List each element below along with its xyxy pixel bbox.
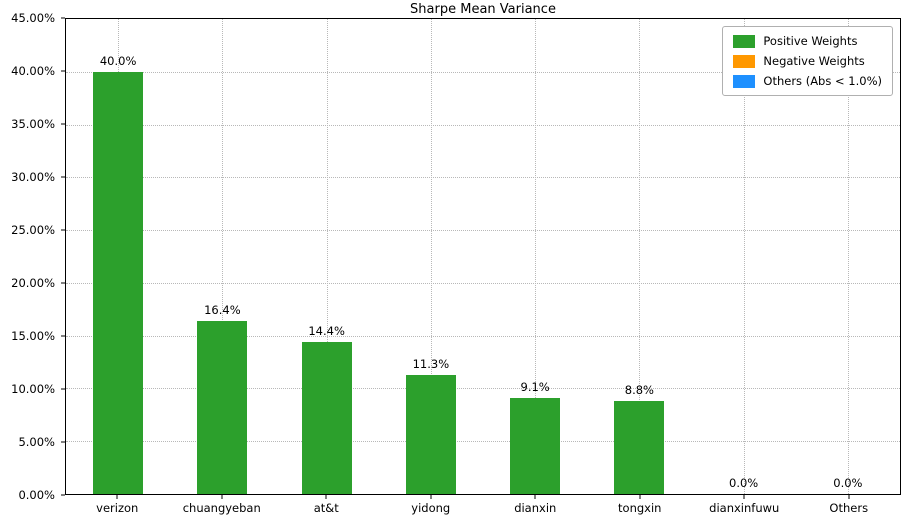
x-gridline <box>326 19 328 494</box>
y-gridline <box>66 282 900 284</box>
legend-item-positive-weights: Positive Weights <box>733 34 882 48</box>
legend-label: Others (Abs < 1.0%) <box>763 74 882 88</box>
bar-value-label: 11.3% <box>412 356 450 371</box>
y-axis-tick-label: 20.00% <box>11 276 55 290</box>
y-axis-tick-label: 15.00% <box>11 328 55 343</box>
x-gridline <box>535 19 537 494</box>
y-tick-mark <box>61 335 65 337</box>
bar-value-label: 0.0% <box>729 476 759 490</box>
y-tick-mark <box>61 176 65 178</box>
y-gridline <box>66 71 900 73</box>
bar <box>510 397 561 494</box>
y-axis-tick-label: 0.00% <box>18 488 55 502</box>
y-axis-tick-label: 30.00% <box>11 169 55 184</box>
x-axis-tick-label: at&t <box>313 501 339 515</box>
y-tick-mark <box>61 441 65 443</box>
bar <box>197 320 248 494</box>
y-tick-mark <box>61 70 65 72</box>
x-axis-tick-label: verizon <box>96 501 139 515</box>
legend-label: Negative Weights <box>763 54 865 68</box>
x-gridline <box>743 19 745 494</box>
plot-area: Positive Weights Negative Weights Others… <box>65 18 901 495</box>
x-axis-tick-label: dianxin <box>514 501 557 515</box>
bar <box>614 401 665 494</box>
y-axis-tick-label: 35.00% <box>11 117 55 131</box>
x-axis-tick-label: chuangyeban <box>182 501 261 515</box>
y-gridline <box>66 124 900 126</box>
bar-value-label: 40.0% <box>99 53 137 68</box>
y-gridline <box>66 441 900 443</box>
bar-value-label: 8.8% <box>624 383 654 398</box>
bar <box>405 374 456 494</box>
x-gridline <box>639 19 641 494</box>
x-tick-mark <box>848 495 850 499</box>
x-axis-tick-label: yidong <box>411 501 451 515</box>
x-gridline <box>222 19 224 494</box>
legend-label: Positive Weights <box>763 34 858 48</box>
bar <box>93 71 144 494</box>
legend-item-negative-weights: Negative Weights <box>733 54 882 68</box>
positive-weights-swatch-icon <box>733 34 756 48</box>
bar-value-label: 16.4% <box>204 302 241 317</box>
x-tick-mark <box>534 495 536 499</box>
x-tick-mark <box>430 495 432 499</box>
y-tick-mark <box>61 17 65 19</box>
y-tick-mark <box>61 282 65 284</box>
bar <box>301 342 352 494</box>
y-tick-mark <box>61 229 65 231</box>
x-gridline <box>847 19 849 494</box>
chart-title: Sharpe Mean Variance <box>410 2 556 17</box>
x-tick-mark <box>221 495 223 499</box>
others-swatch-icon <box>733 74 756 88</box>
y-axis-tick-label: 5.00% <box>18 435 55 449</box>
y-gridline <box>66 230 900 232</box>
x-axis-tick-label: Others <box>829 501 869 515</box>
legend: Positive Weights Negative Weights Others… <box>722 26 893 96</box>
y-gridline <box>66 388 900 390</box>
y-gridline <box>66 335 900 337</box>
x-tick-mark <box>639 495 641 499</box>
y-axis-tick-label: 25.00% <box>11 223 55 237</box>
bar-value-label: 9.1% <box>520 379 550 394</box>
x-gridline <box>430 19 432 494</box>
y-axis-tick-label: 45.00% <box>11 11 55 25</box>
x-tick-mark <box>743 495 745 499</box>
bar-value-label: 0.0% <box>833 476 863 490</box>
x-tick-mark <box>116 495 118 499</box>
y-tick-mark <box>61 123 65 125</box>
bar-value-label: 14.4% <box>308 324 345 338</box>
y-axis-tick-label: 10.00% <box>11 382 55 396</box>
x-axis-tick-label: tongxin <box>618 501 662 515</box>
y-axis: 0.00% 5.00% 10.00% 15.00% 20.00% 25.00% 30.00%… <box>0 11 65 502</box>
y-gridline <box>66 177 900 179</box>
legend-item-others: Others (Abs < 1.0%) <box>733 74 882 88</box>
y-axis-tick-label: 40.00% <box>11 64 55 78</box>
x-axis-tick-label: dianxinfuwu <box>709 501 780 515</box>
negative-weights-swatch-icon <box>733 54 756 68</box>
x-tick-mark <box>325 495 327 499</box>
y-tick-mark <box>61 388 65 390</box>
x-axis: verizon chuangyeban at&t yidong dianxin tongx… <box>65 495 901 525</box>
y-tick-mark <box>61 494 65 496</box>
